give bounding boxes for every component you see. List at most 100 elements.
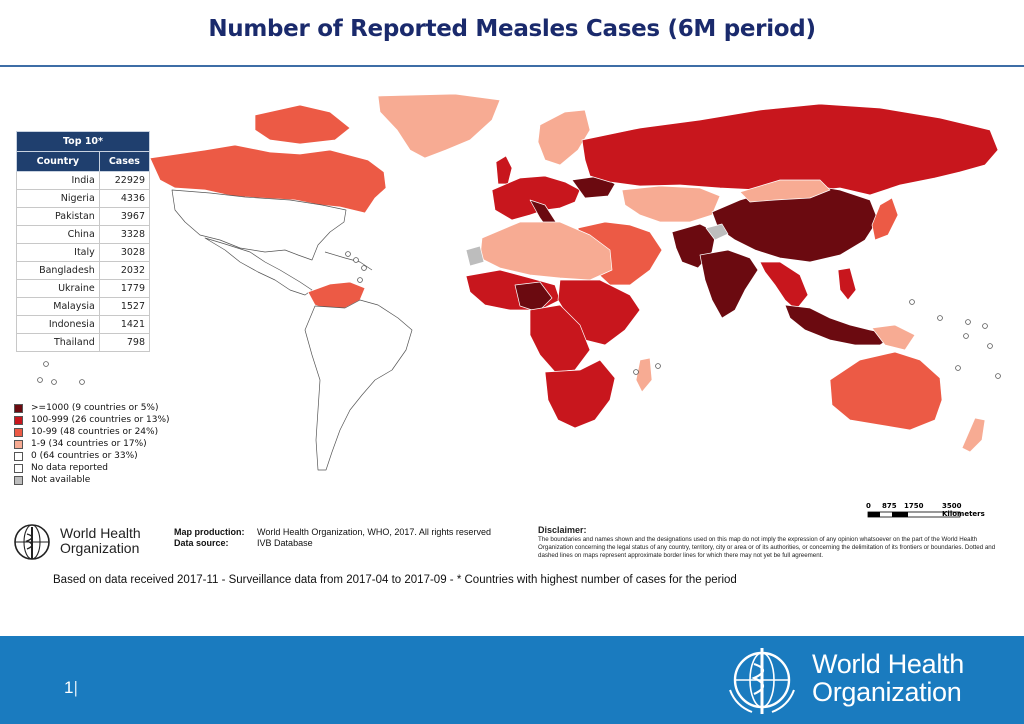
cases-cell: 1527 (98, 297, 151, 316)
scale-tick: 1750 (904, 502, 924, 510)
footnote: Based on data received 2017-11 - Surveil… (53, 574, 737, 586)
region-north-africa (479, 221, 613, 281)
scale-tick: 3500 Kilometers (942, 502, 985, 518)
table-row: Malaysia 1527 (16, 297, 151, 316)
region-south-america (304, 299, 413, 471)
region-mongolia (739, 179, 831, 203)
country-cell: Ukraine (16, 279, 100, 298)
legend-swatch (14, 415, 23, 425)
region-russia (581, 103, 999, 196)
cases-cell: 3028 (98, 243, 151, 262)
country-cell: Thailand (16, 333, 100, 352)
region-caribbean (324, 251, 373, 271)
region-madagascar (635, 357, 653, 393)
legend-swatch (14, 427, 23, 437)
cases-cell: 798 (98, 333, 151, 352)
cases-cell: 3328 (98, 225, 151, 244)
scale-bar-graphic (867, 511, 961, 518)
legend-item: No data reported (14, 462, 170, 474)
legend-item: >=1000 (9 countries or 5%) (14, 402, 170, 414)
cases-cell: 1779 (98, 279, 151, 298)
country-cell: Italy (16, 243, 100, 262)
legend-label: 100-999 (26 countries or 13%) (31, 415, 170, 425)
who-emblem-icon (14, 524, 50, 560)
region-new-zealand (961, 417, 986, 453)
table-row: Nigeria 4336 (16, 189, 151, 208)
page-title: Number of Reported Measles Cases (6M per… (208, 16, 816, 42)
legend-item: 10-99 (48 countries or 24%) (14, 426, 170, 438)
who-footer-logo-text: World Health Organization (812, 649, 964, 707)
table-row: Thailand 798 (16, 333, 151, 352)
legend-item: Not available (14, 474, 170, 486)
cases-cell: 1421 (98, 315, 151, 334)
region-indonesia (784, 304, 896, 346)
cases-cell: 22929 (98, 171, 151, 190)
region-not-available (705, 223, 729, 241)
column-country: Country (16, 151, 100, 172)
region-uk (495, 155, 513, 185)
region-southern-africa (544, 359, 616, 429)
region-nigeria (514, 281, 553, 313)
table-row: China 3328 (16, 225, 151, 244)
region-png (871, 324, 916, 351)
legend-item: 100-999 (26 countries or 13%) (14, 414, 170, 426)
legend-label: No data reported (31, 463, 108, 473)
legend-swatch (14, 463, 23, 473)
legend-swatch (14, 475, 23, 485)
region-india (699, 249, 759, 319)
top10-heading: Top 10* (16, 131, 150, 152)
page-number: 1| (64, 678, 78, 697)
legend-label: 1-9 (34 countries or 17%) (31, 439, 147, 449)
who-logo-text: World Health Organization (60, 525, 141, 556)
legend-label: >=1000 (9 countries or 5%) (31, 403, 159, 413)
title-divider (0, 65, 1024, 67)
country-cell: Indonesia (16, 315, 100, 334)
column-cases: Cases (98, 151, 151, 172)
country-cell: China (16, 225, 100, 244)
region-philippines (837, 267, 857, 301)
scale-tick: 875 (882, 502, 897, 510)
disclaimer: Disclaimer: The boundaries and names sho… (538, 525, 996, 559)
region-japan (871, 197, 899, 241)
region-greenland (377, 93, 501, 159)
country-cell: Pakistan (16, 207, 100, 226)
country-cell: India (16, 171, 100, 190)
who-emblem-icon (729, 648, 795, 714)
footer-banner: 1| World Health Organization (0, 636, 1024, 724)
cases-cell: 2032 (98, 261, 151, 280)
legend-swatch (14, 439, 23, 449)
country-cell: Nigeria (16, 189, 100, 208)
table-row: Indonesia 1421 (16, 315, 151, 334)
legend-label: Not available (31, 475, 91, 485)
top10-table: Top 10* Country Cases India 22929 Nigeria… (16, 131, 151, 352)
credits-bar: World Health Organization Map production… (10, 520, 1014, 566)
cases-cell: 4336 (98, 189, 151, 208)
table-row: Italy 3028 (16, 243, 151, 262)
legend-swatch (14, 403, 23, 413)
legend-item: 1-9 (34 countries or 17%) (14, 438, 170, 450)
map-production: Map production: World Health Organizatio… (174, 527, 491, 548)
region-southeast-asia (759, 261, 809, 311)
scale-bar: 0 875 1750 3500 Kilometers (864, 502, 994, 520)
region-western-sahara (465, 245, 485, 267)
scale-tick: 0 (866, 502, 871, 510)
world-map (37, 93, 1001, 471)
region-western-europe (491, 175, 581, 221)
table-row: Bangladesh 2032 (16, 261, 151, 280)
region-kazakhstan (621, 185, 721, 223)
region-canada (149, 144, 387, 214)
country-cell: Malaysia (16, 297, 100, 316)
region-australia (829, 351, 943, 431)
cases-cell: 3967 (98, 207, 151, 226)
table-row: Pakistan 3967 (16, 207, 151, 226)
region-scandinavia (537, 109, 591, 166)
table-row: India 22929 (16, 171, 151, 190)
map-legend: >=1000 (9 countries or 5%) 100-999 (26 c… (14, 402, 170, 486)
country-cell: Bangladesh (16, 261, 100, 280)
region-usa (171, 189, 347, 261)
table-row: Ukraine 1779 (16, 279, 151, 298)
region-arctic-islands (254, 104, 351, 145)
legend-label: 10-99 (48 countries or 24%) (31, 427, 159, 437)
legend-label: 0 (64 countries or 33%) (31, 451, 138, 461)
legend-item: 0 (64 countries or 33%) (14, 450, 170, 462)
